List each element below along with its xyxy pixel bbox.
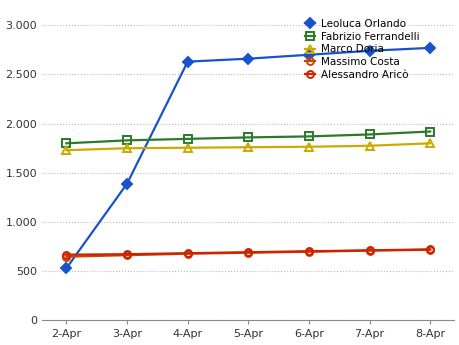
Marco Doria (245, 145, 251, 149)
Leoluca Orlando (245, 57, 251, 61)
Alessandro Aricò (306, 249, 311, 253)
Alessandro Aricò (63, 253, 69, 257)
Alessandro Aricò (245, 250, 251, 254)
Leoluca Orlando (124, 181, 129, 186)
Line: Massimo Costa: Massimo Costa (63, 246, 433, 260)
Marco Doria (426, 141, 432, 145)
Marco Doria (124, 146, 129, 150)
Fabrizio Ferrandelli (306, 134, 311, 138)
Leoluca Orlando (185, 60, 190, 64)
Legend: Leoluca Orlando, Fabrizio Ferrandelli, Marco Doria, Massimo Costa, Alessandro Ar: Leoluca Orlando, Fabrizio Ferrandelli, M… (302, 17, 420, 82)
Massimo Costa (306, 250, 311, 254)
Massimo Costa (245, 251, 251, 255)
Massimo Costa (185, 252, 190, 256)
Leoluca Orlando (306, 53, 311, 57)
Marco Doria (63, 148, 69, 152)
Fabrizio Ferrandelli (63, 141, 69, 145)
Line: Fabrizio Ferrandelli: Fabrizio Ferrandelli (62, 127, 433, 147)
Massimo Costa (366, 248, 371, 253)
Fabrizio Ferrandelli (426, 129, 432, 134)
Massimo Costa (63, 255, 69, 259)
Fabrizio Ferrandelli (245, 135, 251, 139)
Fabrizio Ferrandelli (124, 138, 129, 142)
Leoluca Orlando (366, 49, 371, 53)
Alessandro Aricò (366, 248, 371, 253)
Marco Doria (185, 146, 190, 150)
Alessandro Aricò (185, 251, 190, 255)
Marco Doria (366, 144, 371, 148)
Leoluca Orlando (63, 266, 69, 270)
Marco Doria (306, 145, 311, 149)
Alessandro Aricò (426, 247, 432, 252)
Fabrizio Ferrandelli (185, 137, 190, 141)
Line: Leoluca Orlando: Leoluca Orlando (63, 45, 433, 272)
Massimo Costa (124, 253, 129, 257)
Alessandro Aricò (124, 252, 129, 256)
Fabrizio Ferrandelli (366, 132, 371, 137)
Leoluca Orlando (426, 46, 432, 50)
Line: Alessandro Aricò: Alessandro Aricò (63, 246, 433, 258)
Line: Marco Doria: Marco Doria (62, 139, 433, 154)
Massimo Costa (426, 248, 432, 252)
